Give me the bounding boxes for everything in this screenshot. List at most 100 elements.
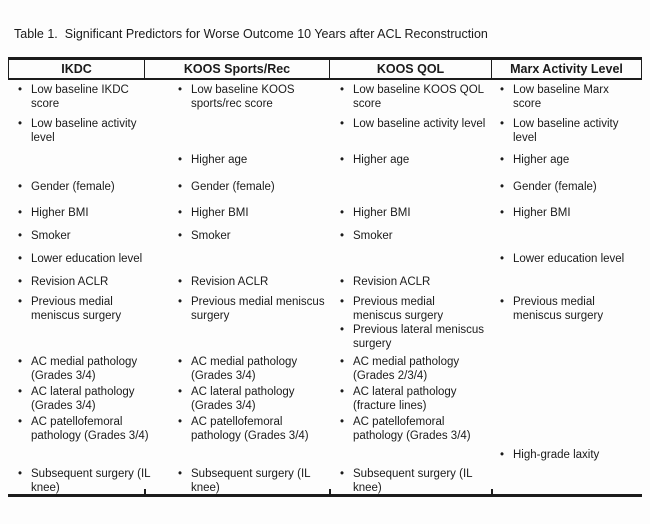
bullet-icon: • [500,118,505,130]
table-cell [332,445,492,464]
predictor-text: Low baseline IKDC score [31,84,129,110]
predictor-text: Higher BMI [513,207,571,219]
predictor-item: • Higher age [178,153,326,167]
predictor-item: • Low baseline Marx score [500,83,636,111]
table-title: Table 1. Significant Predictors for Wors… [14,27,488,41]
predictor-text: AC lateral pathology (Grades 3/4) [191,386,295,412]
bullet-icon: • [18,386,23,398]
predictor-item: • Higher BMI [500,206,636,220]
predictor-item: • AC medial pathology (Grades 3/4) [18,355,160,383]
table-cell: • Low baseline activity level [8,114,170,150]
predictor-item: • Low baseline KOOS QOL score [340,83,486,111]
bullet-icon: • [500,449,505,461]
predictor-item: • Gender (female) [178,180,326,194]
table-bottom-rule [8,489,642,497]
predictor-text: Previous lateral meniscus surgery [353,324,485,350]
predictor-text: Previous medial meniscus surgery [513,296,604,322]
table-cell: • Higher BMI [492,203,642,226]
bullet-icon: • [18,416,23,428]
predictor-item: • Gender (female) [500,180,636,194]
predictor-text: Higher BMI [191,207,249,219]
table-cell: • Lower education level [492,249,642,272]
bullet-icon: • [18,84,23,96]
table-cell: • Low baseline KOOS QOL score [332,80,492,114]
predictor-item: • Higher BMI [340,206,486,220]
predictor-text: Smoker [353,230,393,242]
predictor-item: • AC patellofemoral pathology (Grades 3/4… [178,415,326,443]
predictor-text: Low baseline activity level [353,118,486,130]
column-header-koos-sports-rec: KOOS Sports/Rec [145,60,330,78]
table-cell: • Revision ACLR [170,272,332,292]
predictor-item: • Low baseline activity level [18,117,160,145]
table-cell [8,320,170,352]
bullet-icon: • [178,181,183,193]
predictor-item: • Previous medial meniscus surgery [340,295,486,323]
table-cell: • Gender (female) [492,177,642,203]
table-cell [492,352,642,383]
predictor-item: • Gender (female) [18,180,160,194]
predictor-text: Revision ACLR [353,276,431,288]
table-cell: • Low baseline KOOS sports/rec score [170,80,332,114]
table-cell: • Previous medial meniscus surgery [492,292,642,323]
bullet-icon: • [340,468,345,480]
table-cell [170,249,332,272]
bullet-icon: • [340,356,345,368]
predictor-item: • Revision ACLR [340,275,486,289]
bullet-icon: • [340,84,345,96]
bullet-icon: • [500,154,505,166]
bullet-icon: • [18,118,23,130]
table-row: • AC medial pathology (Grades 3/4) • AC med… [8,352,642,382]
bullet-icon: • [340,324,345,336]
table-cell: • Subsequent surgery (IL knee) [332,464,492,495]
predictor-item: • AC medial pathology (Grades 2/3/4) [340,355,486,383]
table-cell: • AC patellofemoral pathology (Grades 3/4… [170,412,332,445]
bullet-icon: • [178,207,183,219]
bullet-icon: • [340,118,345,130]
table-row: • Previous lateral meniscus surgery [8,320,642,352]
predictor-item: • High-grade laxity [500,448,636,462]
predictor-item: • Low baseline activity level [500,117,636,145]
table-cell: • Low baseline IKDC score [8,80,170,114]
table-cell: • Higher age [170,150,332,177]
table-row: • Gender (female) • Gender (female) • Gender … [8,177,642,203]
table-cell: • Previous medial meniscus surgery [8,292,170,323]
predictor-text: Gender (female) [191,181,275,193]
predictor-item: • Smoker [18,229,160,243]
bullet-icon: • [178,296,183,308]
bullet-icon: • [340,154,345,166]
bullet-icon: • [500,253,505,265]
column-header-koos-qol: KOOS QOL [330,60,492,78]
bullet-icon: • [178,416,183,428]
table-row: • Low baseline IKDC score • Low baseline KO… [8,80,642,114]
predictor-item: • Smoker [178,229,326,243]
bullet-icon: • [500,181,505,193]
table-cell: • Gender (female) [8,177,170,203]
column-header-marx-activity-level: Marx Activity Level [492,60,642,78]
predictor-item: • AC patellofemoral pathology (Grades 3/4… [18,415,160,443]
table-cell: • Higher BMI [8,203,170,226]
predictor-item: • Higher BMI [18,206,160,220]
table-cell [8,150,170,177]
predictor-text: Previous medial meniscus surgery [31,296,122,322]
predictor-item: • Higher age [340,153,486,167]
predictors-table: IKDC KOOS Sports/Rec KOOS QOL Marx Activ… [8,57,642,497]
predictor-item: • AC lateral pathology (Grades 3/4) [18,385,160,413]
table-cell: • AC lateral pathology (Grades 3/4) [8,382,170,413]
predictor-text: Higher age [191,154,248,166]
bullet-icon: • [178,276,183,288]
table-cell: • Low baseline activity level [492,114,642,150]
table-cell: • Subsequent surgery (IL knee) [170,464,332,495]
predictor-text: Higher age [353,154,410,166]
predictor-item: • Higher BMI [178,206,326,220]
bullet-icon: • [178,386,183,398]
predictor-text: Gender (female) [513,181,597,193]
predictor-text: AC lateral pathology (Grades 3/4) [31,386,135,412]
bullet-icon: • [340,230,345,242]
table-cell: • Smoker [332,226,492,249]
table-cell: • Previous medial meniscus surgery [170,292,332,323]
bullet-icon: • [18,356,23,368]
predictor-text: AC patellofemoral pathology (Grades 3/4) [31,416,149,442]
bullet-icon: • [18,276,23,288]
predictor-text: Lower education level [31,253,143,265]
